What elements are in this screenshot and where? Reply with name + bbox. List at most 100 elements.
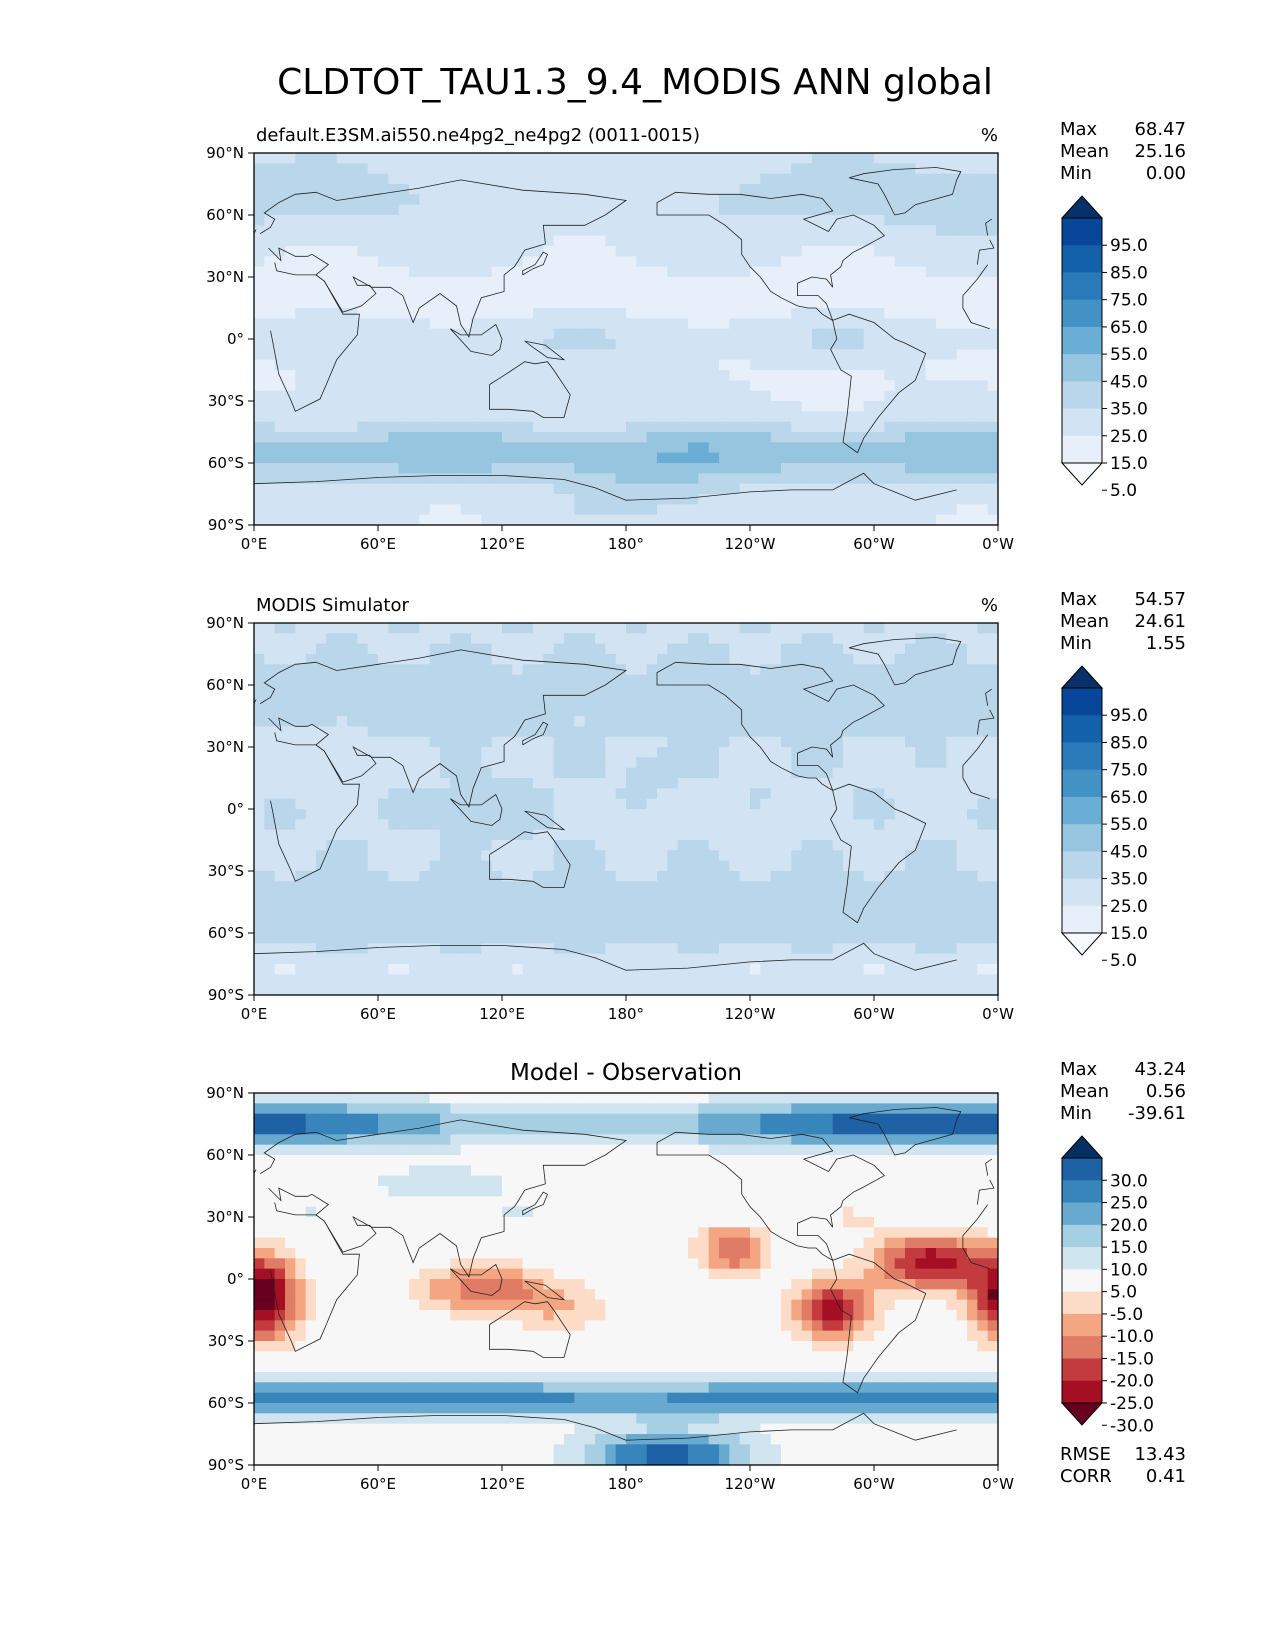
field-cell [398, 225, 410, 237]
field-cell [481, 297, 493, 309]
field-cell [481, 716, 493, 727]
field-cell [791, 912, 803, 924]
field-cell [987, 716, 998, 727]
field-cell [429, 225, 441, 237]
field-cell [967, 674, 978, 686]
field-cell [285, 225, 296, 237]
field-cell [626, 411, 637, 423]
field-cell [977, 840, 989, 851]
field-cell [946, 235, 958, 247]
field-cell [832, 452, 844, 464]
field-cell [874, 767, 885, 779]
field-cell [946, 809, 958, 820]
field-cell [956, 757, 968, 769]
field-cell [398, 840, 410, 851]
field-cell [884, 788, 896, 800]
field-cell [336, 318, 348, 330]
field-cell [822, 902, 834, 913]
field-cell [915, 850, 927, 862]
field-cell [553, 452, 565, 464]
field-cell [419, 163, 431, 175]
field-cell [636, 504, 648, 516]
field-cell [677, 390, 689, 402]
field-cell [698, 328, 710, 340]
field-cell [605, 788, 617, 800]
field-cell [719, 256, 730, 268]
field-cell [481, 287, 493, 299]
field-cell [863, 421, 875, 433]
field-cell [770, 809, 782, 820]
field-cell [956, 633, 968, 645]
field-cell [925, 380, 937, 392]
field-cell [409, 401, 420, 412]
field-cell [894, 788, 906, 800]
field-cell [605, 514, 617, 525]
field-cell [419, 788, 431, 800]
field-cell [977, 421, 989, 433]
field-cell [843, 349, 854, 361]
field-cell [605, 215, 617, 226]
field-cell [450, 463, 462, 474]
field-cell [708, 225, 720, 237]
field-cell [739, 654, 751, 665]
field-cell [698, 726, 710, 738]
field-cell [874, 757, 885, 769]
field-cell [595, 204, 606, 216]
field-cell [894, 767, 906, 779]
field-cell [812, 504, 823, 516]
field-cell [502, 225, 513, 237]
field-cell [254, 716, 265, 727]
field-cell [812, 235, 823, 247]
field-cell [295, 359, 307, 371]
field-cell [336, 716, 348, 727]
field-cell [832, 881, 844, 893]
field-cell [502, 390, 513, 402]
field-cell [512, 674, 524, 686]
field-cell [626, 685, 637, 696]
field-cell [605, 736, 617, 748]
field-cell [801, 726, 813, 738]
field-cell [708, 370, 720, 381]
field-cell [853, 881, 865, 893]
field-cell [305, 153, 317, 164]
field-cell [295, 643, 307, 655]
field-cell [367, 318, 379, 330]
field-cell [977, 933, 989, 944]
field-cell [987, 633, 998, 645]
field-cell [987, 757, 998, 769]
field-cell [450, 891, 462, 903]
field-cell [739, 442, 751, 454]
field-cell [285, 184, 296, 195]
field-cell [398, 452, 410, 464]
field-cell [378, 215, 389, 226]
field-cell [398, 860, 410, 872]
field-cell [967, 767, 978, 779]
field-cell [336, 277, 348, 288]
field-cell [481, 840, 493, 851]
field-cell [388, 902, 400, 913]
figure-title: CLDTOT_TAU1.3_9.4_MODIS ANN global [277, 62, 993, 103]
field-cell [750, 463, 761, 474]
field-cell [502, 705, 513, 717]
field-cell [574, 308, 586, 319]
field-cell [584, 235, 596, 247]
field-cell [502, 256, 513, 268]
field-cell [481, 633, 493, 645]
field-cell [977, 349, 989, 361]
field-cell [512, 891, 524, 903]
field-cell [698, 643, 710, 655]
field-cell [429, 287, 441, 299]
field-cell [605, 922, 617, 934]
colorbar-extend-min [1060, 462, 1104, 486]
field-cell [584, 633, 596, 645]
field-cell [595, 163, 606, 175]
field-cell [832, 473, 844, 485]
field-cell [553, 809, 565, 820]
field-cell [553, 747, 565, 758]
field-cell [853, 235, 865, 247]
field-cell [429, 215, 441, 226]
field-cell [925, 726, 937, 738]
field-cell [832, 215, 844, 226]
field-cell [915, 370, 927, 381]
field-cell [295, 225, 307, 237]
